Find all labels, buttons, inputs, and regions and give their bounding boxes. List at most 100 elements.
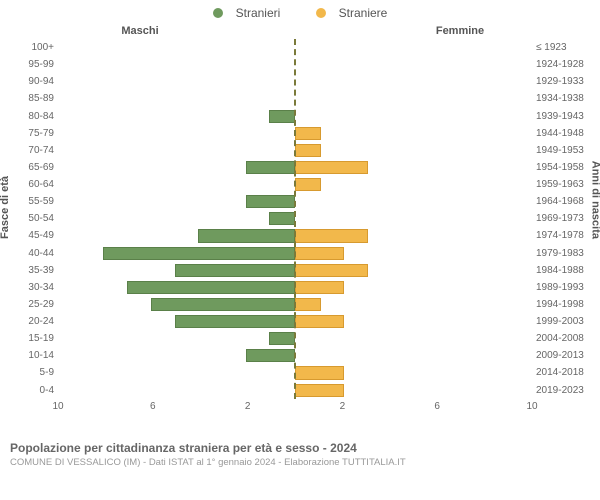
year-label: 1954-1958	[536, 159, 594, 176]
female-half	[295, 227, 532, 244]
female-half	[295, 176, 532, 193]
bar-female	[295, 178, 321, 191]
x-tick: 6	[150, 401, 156, 412]
chart-source: COMUNE DI VESSALICO (IM) - Dati ISTAT al…	[10, 457, 590, 468]
male-half	[58, 142, 295, 159]
bar-female	[295, 281, 344, 294]
female-half	[295, 39, 532, 56]
year-label: 1984-1988	[536, 262, 594, 279]
age-label: 35-39	[12, 262, 54, 279]
bar-male	[151, 298, 295, 311]
male-half	[58, 39, 295, 56]
male-half	[58, 313, 295, 330]
age-label: 50-54	[12, 210, 54, 227]
age-label: 60-64	[12, 176, 54, 193]
x-tick: 2	[340, 401, 346, 412]
year-label: 2019-2023	[536, 382, 594, 399]
female-half	[295, 245, 532, 262]
female-half	[295, 364, 532, 381]
bar-male	[269, 212, 295, 225]
age-label: 80-84	[12, 108, 54, 125]
bar-female	[295, 384, 344, 397]
female-half	[295, 347, 532, 364]
female-half	[295, 90, 532, 107]
female-half	[295, 56, 532, 73]
legend: Stranieri Straniere	[0, 0, 600, 21]
age-label: 95-99	[12, 56, 54, 73]
male-half	[58, 330, 295, 347]
female-half	[295, 330, 532, 347]
age-label: 75-79	[12, 125, 54, 142]
year-label: 1994-1998	[536, 296, 594, 313]
x-tick: 10	[526, 401, 537, 412]
legend-swatch-male	[213, 8, 223, 18]
year-label: 1949-1953	[536, 142, 594, 159]
chart-title: Popolazione per cittadinanza straniera p…	[10, 441, 590, 455]
male-half	[58, 279, 295, 296]
age-label: 30-34	[12, 279, 54, 296]
year-label: 1999-2003	[536, 313, 594, 330]
male-half	[58, 108, 295, 125]
male-half	[58, 125, 295, 142]
year-label: 2014-2018	[536, 364, 594, 381]
x-axis: 10622610	[58, 399, 532, 419]
footer: Popolazione per cittadinanza straniera p…	[0, 439, 600, 468]
age-label: 55-59	[12, 193, 54, 210]
legend-swatch-female	[316, 8, 326, 18]
chart-area: 100+≤ 192395-991924-192890-941929-193385…	[58, 39, 532, 419]
bar-female	[295, 161, 368, 174]
x-tick: 10	[52, 401, 63, 412]
year-label: 1969-1973	[536, 210, 594, 227]
legend-label-female: Straniere	[339, 6, 388, 20]
male-half	[58, 90, 295, 107]
male-half	[58, 159, 295, 176]
female-half	[295, 296, 532, 313]
year-label: 1964-1968	[536, 193, 594, 210]
year-label: 1959-1963	[536, 176, 594, 193]
bar-male	[127, 281, 295, 294]
bar-female	[295, 247, 344, 260]
age-label: 85-89	[12, 90, 54, 107]
male-half	[58, 245, 295, 262]
bar-female	[295, 229, 368, 242]
bar-female	[295, 366, 344, 379]
female-half	[295, 262, 532, 279]
header-male: Maschi	[0, 25, 300, 37]
bar-female	[295, 298, 321, 311]
year-label: 1944-1948	[536, 125, 594, 142]
bar-female	[295, 315, 344, 328]
female-half	[295, 159, 532, 176]
bar-female	[295, 264, 368, 277]
female-half	[295, 313, 532, 330]
legend-label-male: Stranieri	[236, 6, 281, 20]
year-label: 2004-2008	[536, 330, 594, 347]
bar-male	[175, 315, 296, 328]
bar-male	[246, 161, 295, 174]
bar-male	[103, 247, 295, 260]
center-divider	[294, 39, 296, 399]
age-label: 15-19	[12, 330, 54, 347]
age-label: 45-49	[12, 227, 54, 244]
year-label: 2009-2013	[536, 347, 594, 364]
bar-male	[269, 332, 295, 345]
male-half	[58, 296, 295, 313]
male-half	[58, 364, 295, 381]
age-label: 100+	[12, 39, 54, 56]
male-half	[58, 227, 295, 244]
male-half	[58, 193, 295, 210]
bar-male	[175, 264, 296, 277]
header-female: Femmine	[300, 25, 600, 37]
female-half	[295, 73, 532, 90]
year-label: 1979-1983	[536, 245, 594, 262]
male-half	[58, 176, 295, 193]
female-half	[295, 279, 532, 296]
female-half	[295, 142, 532, 159]
age-label: 5-9	[12, 364, 54, 381]
age-label: 0-4	[12, 382, 54, 399]
age-label: 40-44	[12, 245, 54, 262]
female-half	[295, 125, 532, 142]
male-half	[58, 347, 295, 364]
age-label: 25-29	[12, 296, 54, 313]
legend-item-female: Straniere	[308, 6, 396, 20]
male-half	[58, 210, 295, 227]
